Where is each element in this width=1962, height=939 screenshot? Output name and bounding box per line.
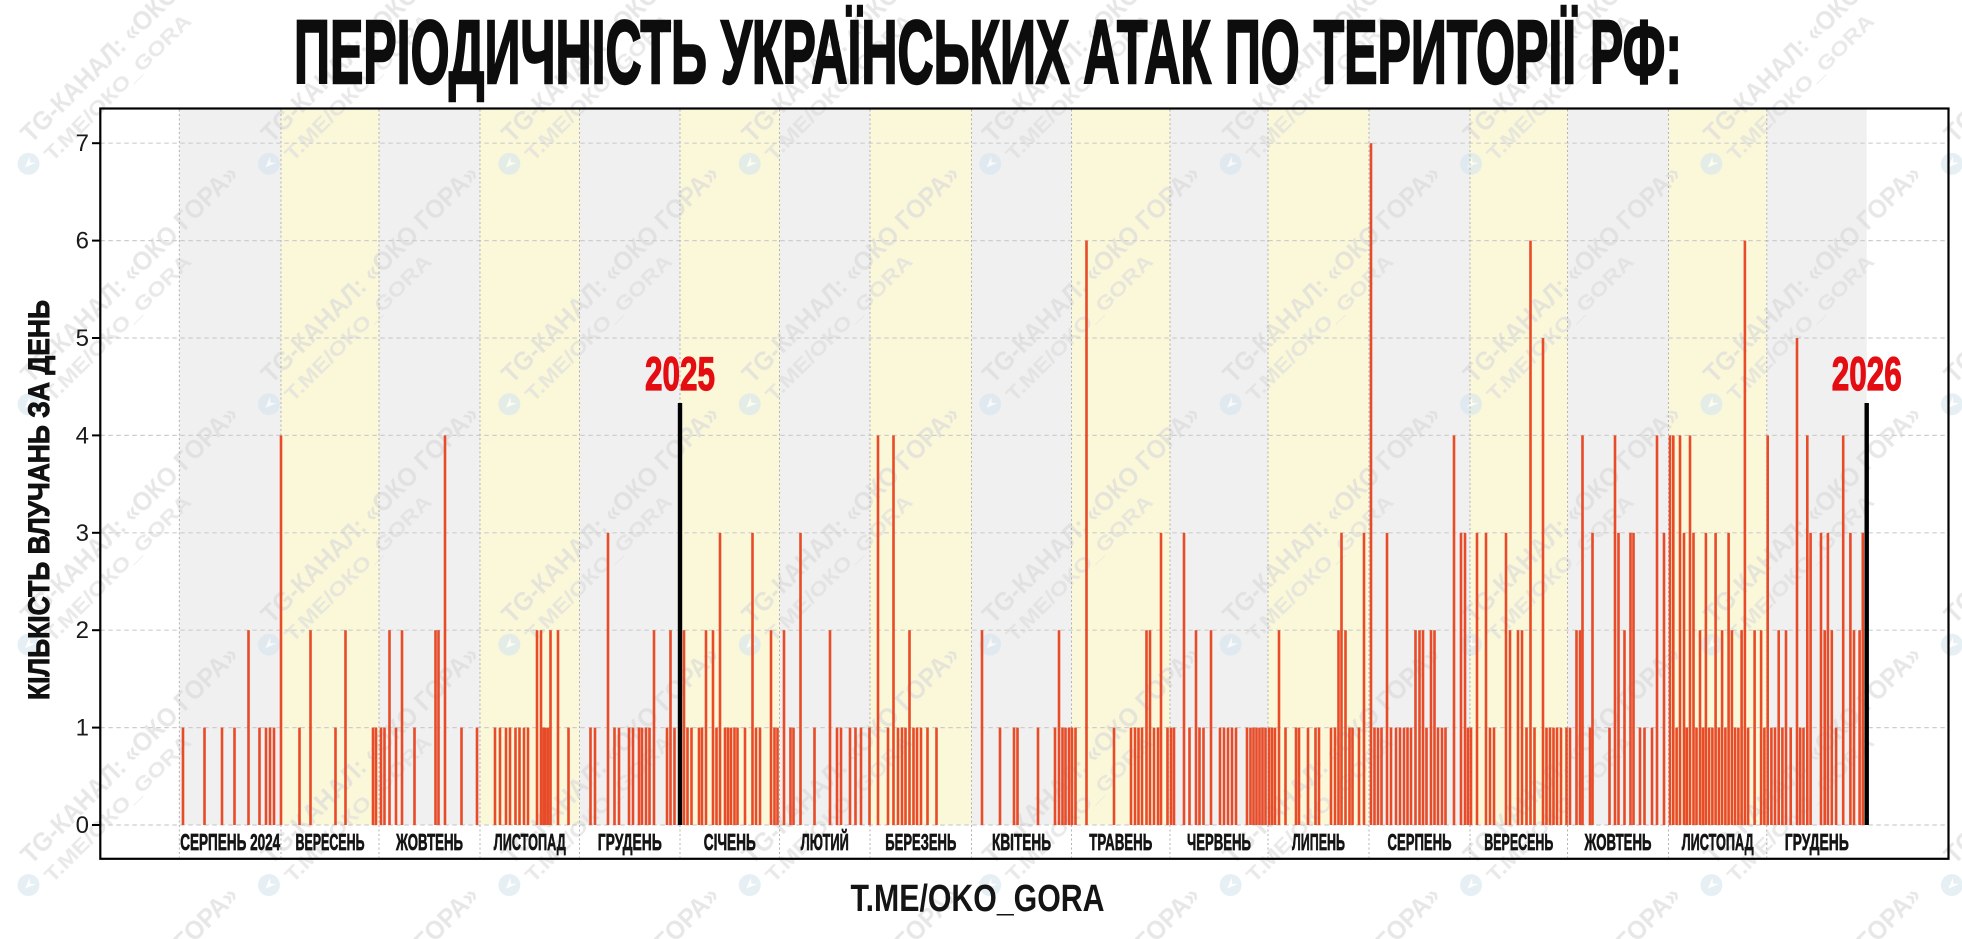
svg-text:7: 7 <box>76 130 89 157</box>
svg-text:ТРАВЕНЬ: ТРАВЕНЬ <box>1089 829 1152 855</box>
svg-text:БЕРЕЗЕНЬ: БЕРЕЗЕНЬ <box>885 829 956 855</box>
svg-text:5: 5 <box>76 325 89 352</box>
svg-text:КВІТЕНЬ: КВІТЕНЬ <box>992 829 1051 855</box>
svg-text:СІЧЕНЬ: СІЧЕНЬ <box>704 829 756 855</box>
svg-text:ГРУДЕНЬ: ГРУДЕНЬ <box>598 829 662 855</box>
svg-text:ВЕРЕСЕНЬ: ВЕРЕСЕНЬ <box>1484 829 1553 855</box>
svg-text:2026: 2026 <box>1832 347 1902 400</box>
svg-text:СЕРПЕНЬ 2024: СЕРПЕНЬ 2024 <box>180 829 280 855</box>
svg-text:ЧЕРВЕНЬ: ЧЕРВЕНЬ <box>1187 829 1251 855</box>
svg-text:1: 1 <box>76 715 89 742</box>
svg-text:ГРУДЕНЬ: ГРУДЕНЬ <box>1785 829 1849 855</box>
svg-text:6: 6 <box>76 228 89 255</box>
svg-text:ЛИПЕНЬ: ЛИПЕНЬ <box>1292 829 1345 855</box>
svg-text:КІЛЬКІСТЬ ВЛУЧАНЬ ЗА ДЕНЬ: КІЛЬКІСТЬ ВЛУЧАНЬ ЗА ДЕНЬ <box>23 300 56 700</box>
svg-text:2025: 2025 <box>645 347 715 400</box>
svg-text:0: 0 <box>76 812 89 839</box>
svg-text:3: 3 <box>76 520 89 547</box>
svg-text:ЖОВТЕНЬ: ЖОВТЕНЬ <box>395 829 463 855</box>
svg-text:ЛИСТОПАД: ЛИСТОПАД <box>494 829 566 855</box>
svg-text:ЛИСТОПАД: ЛИСТОПАД <box>1682 829 1754 855</box>
svg-text:ВЕРЕСЕНЬ: ВЕРЕСЕНЬ <box>296 829 365 855</box>
svg-text:2: 2 <box>76 617 89 644</box>
svg-text:ЛЮТИЙ: ЛЮТИЙ <box>801 828 849 855</box>
svg-text:ЖОВТЕНЬ: ЖОВТЕНЬ <box>1584 829 1652 855</box>
svg-text:СЕРПЕНЬ: СЕРПЕНЬ <box>1388 829 1452 855</box>
svg-text:ПЕРІОДИЧНІСТЬ УКРАЇНСЬКИХ АТАК: ПЕРІОДИЧНІСТЬ УКРАЇНСЬКИХ АТАК ПО ТЕРИТО… <box>294 3 1682 103</box>
svg-text:T.ME/OKO_GORA: T.ME/OKO_GORA <box>851 878 1105 920</box>
svg-text:4: 4 <box>76 422 89 449</box>
